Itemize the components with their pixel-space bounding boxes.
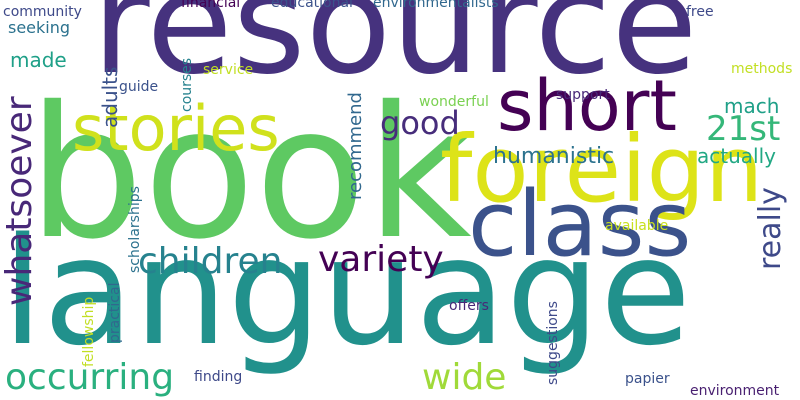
word-wonderful: wonderful xyxy=(419,94,489,110)
word-available: available xyxy=(605,218,669,234)
word-stories: stories xyxy=(72,92,280,165)
word-foreign: foreign xyxy=(440,116,764,223)
word-resource: resource xyxy=(92,0,698,106)
word-suggestions: suggestions xyxy=(545,301,561,385)
word-short: short xyxy=(497,65,677,147)
word-seeking: seeking xyxy=(8,18,71,37)
word-scholarships: scholarships xyxy=(127,186,143,273)
word-variety: variety xyxy=(318,239,444,280)
word-book: book xyxy=(28,67,472,279)
word-21st: 21st xyxy=(706,109,781,149)
word-occurring: occurring xyxy=(5,357,175,398)
word-whatsoever: whatsoever xyxy=(0,96,40,306)
word-environmentalists: environmentalists xyxy=(373,0,499,11)
word-humanistic: humanistic xyxy=(493,144,615,169)
word-recommend: recommend xyxy=(345,92,366,200)
word-educational: educational xyxy=(271,0,353,11)
word-papier: papier xyxy=(625,371,670,387)
word-adults: adults xyxy=(98,66,122,128)
word-practical: practical xyxy=(107,282,123,343)
word-free: free xyxy=(686,4,714,20)
word-environment: environment xyxy=(690,383,780,399)
word-wide: wide xyxy=(422,357,507,398)
word-financial: financial xyxy=(181,0,241,11)
word-support: support xyxy=(556,87,610,103)
word-children: children xyxy=(138,241,283,282)
word-methods: methods xyxy=(731,61,793,77)
word-language: language xyxy=(2,206,692,378)
word-fellowship: fellowship xyxy=(81,296,97,367)
word-guide: guide xyxy=(119,79,159,95)
word-really: really xyxy=(753,187,788,270)
word-class: class xyxy=(468,172,692,277)
word-good: good xyxy=(380,104,460,142)
word-finding: finding xyxy=(194,369,243,385)
word-service: service xyxy=(203,62,254,78)
word-made: made xyxy=(10,48,67,72)
word-actually: actually xyxy=(697,144,776,168)
word-community: community xyxy=(3,4,82,20)
word-mach: mach xyxy=(724,94,780,118)
word-courses: courses xyxy=(179,57,195,112)
word-offers: offers xyxy=(449,298,489,314)
